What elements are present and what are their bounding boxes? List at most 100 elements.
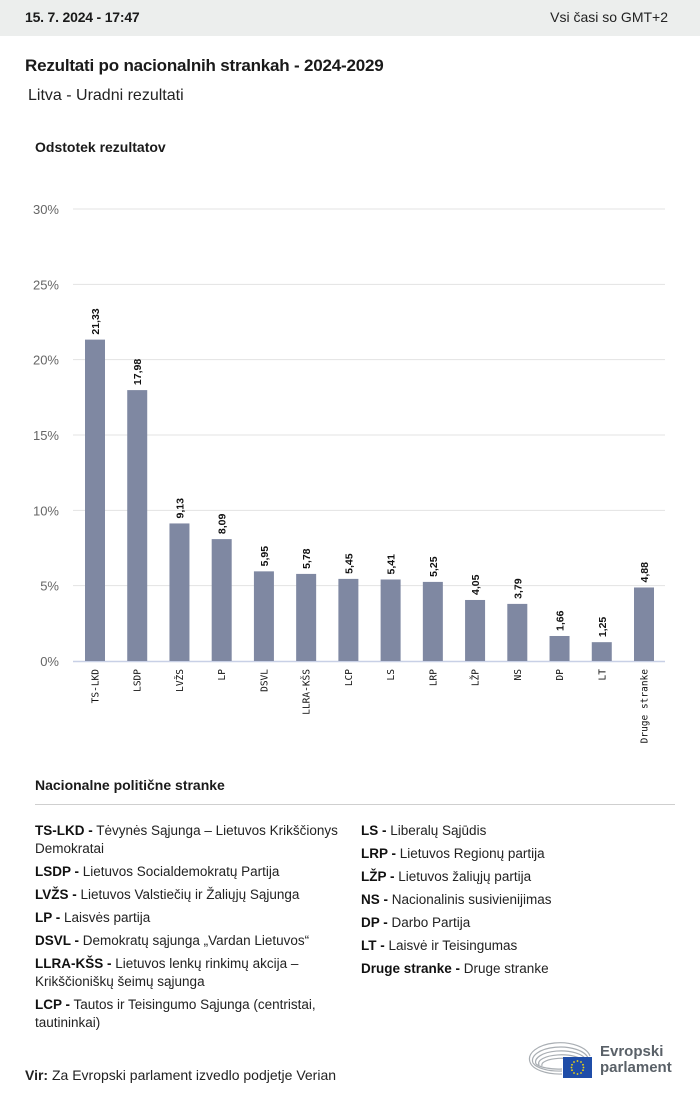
legend-item: DP - Darbo Partija [361,914,681,932]
value-label: 17,98 [132,359,144,385]
legend-title: Nacionalne politične stranke [35,777,225,793]
bar [169,523,190,661]
logo-text: Evropski parlament [600,1044,672,1076]
x-tick-label: LVŽS [174,669,186,692]
value-label: 5,95 [259,546,271,567]
legend-item: LRP - Lietuvos Regionų partija [361,845,681,863]
legend-party-name: Demokratų sąjunga „Vardan Lietuvos“ [79,933,310,948]
legend-party-name: Druge stranke [460,961,549,976]
x-tick-label: Druge stranke [640,669,651,744]
bar [549,635,570,661]
x-tick-label: DSVL [259,669,270,692]
y-tick-label: 30% [33,202,59,217]
x-axis-ticks: TS-LKD LSDP LVŽS LP DSVL LLRA-KŠS LCP LS LRP LŽP N… [91,669,651,744]
x-tick-label: LS [386,669,397,681]
legend-item: TS-LKD - Tėvynės Sąjunga – Lietuvos Krik… [35,822,355,858]
x-tick-label: DP [555,669,566,681]
legend-item: Druge stranke - Druge stranke [361,960,681,978]
y-tick-label: 15% [33,428,59,443]
value-label: 9,13 [174,498,186,519]
legend-abbr: DSVL - [35,933,80,948]
bar [296,573,317,661]
x-tick-label: LT [597,669,608,681]
bar [85,339,105,661]
value-label: 8,09 [217,514,229,535]
legend-abbr: LRP - [361,846,397,861]
page-subtitle: Litva - Uradni rezultati [28,87,184,104]
legend-abbr: Druge stranke - [361,961,461,976]
legend-abbr: LT - [361,938,385,953]
legend-item: LSDP - Lietuvos Socialdemokratų Partija [35,863,355,881]
logo-line-1: Evropski [600,1043,664,1060]
legend-abbr: LCP - [35,997,71,1012]
legend-party-name: Lietuvos Socialdemokratų Partija [79,864,280,879]
legend-party-name: Liberalų Sąjūdis [386,823,487,838]
bar [422,581,443,661]
bar [338,578,359,661]
legend-party-name: Lietuvos Regionų partija [396,846,545,861]
bar [211,539,232,661]
y-tick-label: 0% [40,654,59,669]
legend-party-name: Lietuvos Valstiečių ir Žaliųjų Sąjunga [76,887,300,902]
x-tick-label: LLRA-KŠS [301,669,313,715]
x-tick-label: LRP [428,669,439,686]
legend-party-name: Laisvė ir Teisingumas [384,938,518,953]
bar [465,599,486,661]
value-label: 1,66 [555,610,567,631]
legend-right-column: LS - Liberalų Sąjūdis LRP - Lietuvos Regi… [361,822,681,983]
page-title: Rezultati po nacionalnih strankah - 2024… [25,56,384,75]
legend-party-name: Darbo Partija [387,915,471,930]
legend-abbr: LP - [35,910,61,925]
datetime: 15. 7. 2024 - 17:47 [25,9,140,25]
legend-abbr: LSDP - [35,864,80,879]
legend-abbr: TS-LKD - [35,823,93,838]
bars [85,339,654,661]
value-label: 4,05 [470,574,482,595]
y-tick-label: 20% [33,353,59,368]
legend-party-name: Nacionalinis susivienijimas [388,892,552,907]
legend-abbr: LVŽS - [35,887,77,902]
legend-abbr: LLRA-KŠS - [35,956,112,971]
value-label: 4,88 [639,562,651,583]
legend-item: LŽP - Lietuvos žaliųjų partija [361,868,681,886]
legend-party-name: Laisvės partija [60,910,151,925]
value-label: 5,78 [301,548,313,569]
legend-item: LCP - Tautos ir Teisingumo Sąjunga (cent… [35,996,355,1032]
legend-item: LLRA-KŠS - Lietuvos lenkų rinkimų akcija… [35,955,355,991]
value-label: 21,33 [90,308,102,334]
value-label: 5,41 [386,554,398,575]
bar [127,390,148,661]
value-label: 5,25 [428,556,440,577]
value-label: 1,25 [597,617,609,638]
value-label: 3,79 [512,578,524,599]
legend-abbr: LS - [361,823,387,838]
bar [634,587,654,661]
value-label: 5,45 [343,553,355,574]
source-text: Za Evropski parlament izvedlo podjetje V… [51,1067,337,1083]
logo-line-2: parlament [600,1059,672,1076]
legend-item: LT - Laisvė ir Teisingumas [361,937,681,955]
legend-item: NS - Nacionalinis susivienijimas [361,891,681,909]
legend-party-name: Lietuvos žaliųjų partija [394,869,532,884]
x-tick-label: NS [513,669,524,681]
legend-abbr: DP - [361,915,388,930]
x-tick-label: LŽP [470,669,482,686]
bar [507,603,528,661]
bar [253,571,274,661]
y-tick-label: 5% [40,579,59,594]
european-parliament-logo[interactable]: Evropski parlament [528,1040,678,1082]
x-tick-label: LSDP [133,669,144,692]
legend-party-name: Lietuvos lenkų rinkimų akcija – Krikščio… [35,956,299,989]
x-tick-label: TS-LKD [91,669,102,704]
legend-abbr: LŽP - [361,869,395,884]
legend-party-name: Tautos ir Teisingumo Sąjunga (centristai… [35,997,316,1030]
gridlines [73,208,665,663]
legend-item: LVŽS - Lietuvos Valstiečių ir Žaliųjų Są… [35,886,355,904]
y-tick-label: 25% [33,277,59,292]
y-axis-title: Odstotek rezultatov [35,139,166,155]
legend-abbr: NS - [361,892,388,907]
bar [380,579,401,661]
value-labels: 21,33 17,98 9,13 8,09 5,95 5,78 5,45 5,41 5,25 4,… [90,308,651,637]
bar-chart: 0% 5% 10% 15% 20% 25% 30% 21,33 17,98 9,13 8,09 5,… [33,202,665,744]
x-tick-label: LP [217,669,228,681]
